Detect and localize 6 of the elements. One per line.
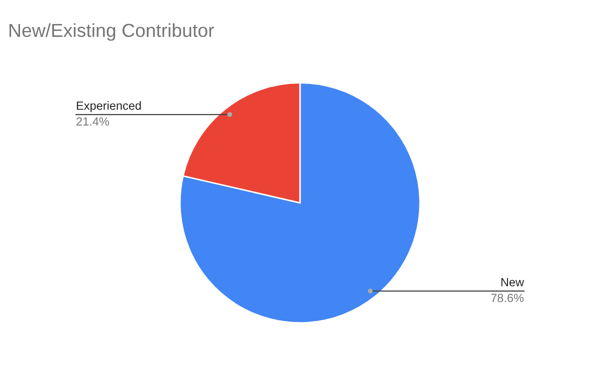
chart-title: New/Existing Contributor [10,23,214,41]
slice-label: Experienced [76,101,141,112]
data-label: 78.6% [491,294,524,302]
slice-label: New [501,278,524,286]
data-label: 21.4% [76,117,110,126]
pie-slice [179,82,421,324]
